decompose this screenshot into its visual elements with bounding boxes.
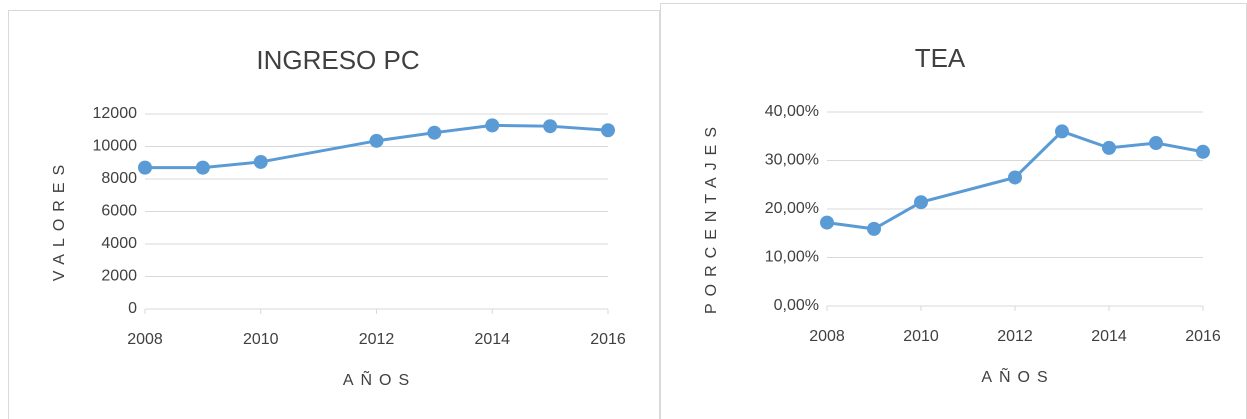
y-axis-label: VALORES bbox=[51, 158, 68, 281]
marker bbox=[601, 123, 615, 138]
chart-frame bbox=[8, 10, 660, 419]
x-tick-label: 2010 bbox=[903, 328, 939, 345]
marker bbox=[253, 154, 268, 169]
y-tick-label: 12000 bbox=[93, 105, 138, 122]
x-axis-label: AÑOS bbox=[343, 369, 416, 389]
series-line bbox=[145, 123, 609, 170]
marker bbox=[867, 221, 881, 236]
x-tick-label: 2010 bbox=[243, 331, 279, 348]
x-tick-label: 2012 bbox=[359, 331, 395, 348]
marker bbox=[1102, 140, 1116, 155]
y-tick-label: 20,00% bbox=[765, 200, 819, 217]
x-tick-label: 2008 bbox=[809, 328, 845, 345]
x-tick-label: 2012 bbox=[997, 328, 1033, 345]
series-line bbox=[826, 129, 1204, 231]
marker bbox=[427, 125, 442, 140]
marker bbox=[1149, 136, 1163, 151]
y-tick-label: 0,00% bbox=[774, 297, 819, 314]
marker bbox=[485, 118, 500, 133]
marker bbox=[820, 215, 834, 230]
x-tick-label: 2016 bbox=[590, 331, 626, 348]
y-tick-label: 10000 bbox=[93, 138, 138, 155]
x-tick-label: 2014 bbox=[474, 331, 510, 348]
marker bbox=[138, 160, 152, 175]
marker bbox=[369, 133, 384, 148]
y-tick-label: 6000 bbox=[101, 203, 137, 220]
y-tick-label: 2000 bbox=[101, 268, 137, 285]
chart-title: TEA bbox=[915, 43, 966, 73]
x-tick-label: 2014 bbox=[1091, 328, 1127, 345]
x-axis-label: AÑOS bbox=[981, 366, 1054, 386]
y-tick-label: 40,00% bbox=[765, 103, 819, 120]
marker bbox=[1055, 124, 1069, 139]
marker bbox=[195, 160, 210, 175]
y-axis-label: PORCENTAJES bbox=[703, 120, 720, 314]
y-tick-label: 30,00% bbox=[765, 152, 819, 169]
x-tick-label: 2016 bbox=[1185, 328, 1221, 345]
y-tick-label: 0 bbox=[128, 300, 137, 317]
marker bbox=[543, 119, 558, 134]
marker bbox=[914, 195, 928, 210]
y-tick-label: 10,00% bbox=[765, 249, 819, 266]
marker bbox=[1008, 170, 1022, 185]
y-tick-label: 8000 bbox=[101, 170, 137, 187]
chart-frame bbox=[660, 3, 1247, 419]
chart-title: INGRESO PC bbox=[256, 45, 419, 75]
y-tick-label: 4000 bbox=[101, 235, 137, 252]
marker bbox=[1196, 144, 1210, 159]
x-tick-label: 2008 bbox=[127, 331, 163, 348]
